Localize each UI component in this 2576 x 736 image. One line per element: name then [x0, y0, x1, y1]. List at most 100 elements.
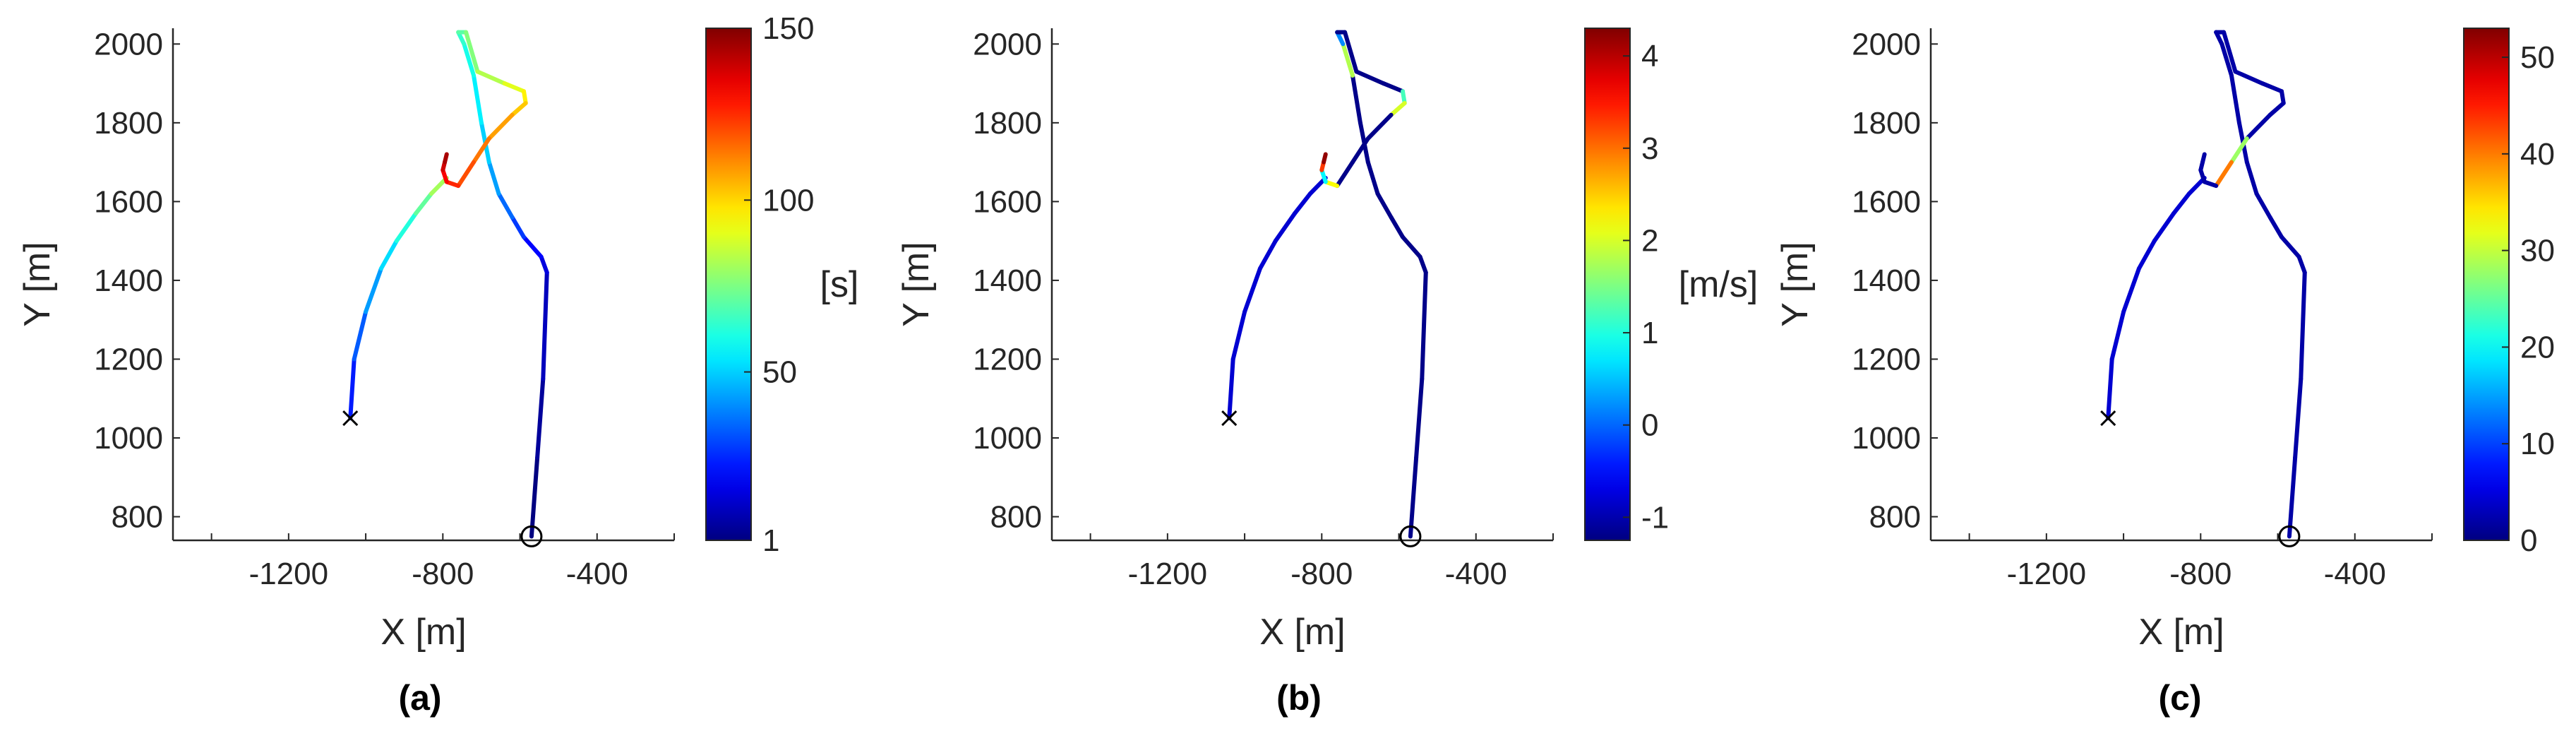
panel-caption: (b)	[1276, 678, 1322, 718]
x-axis-label: X [m]	[381, 612, 466, 653]
x-axis-label: X [m]	[1259, 612, 1345, 653]
trajectory-segment	[1408, 455, 1419, 539]
branch-segment	[364, 266, 383, 314]
trajectory-segment	[2299, 270, 2307, 381]
branch-segment	[2106, 357, 2114, 421]
y-tick-label: 1000	[94, 421, 163, 456]
y-tick-label: 800	[990, 500, 1042, 535]
branch-segment	[2121, 266, 2141, 314]
branch-segment	[394, 211, 419, 244]
x-tick-label: -1200	[1128, 557, 1208, 591]
trajectory-segment	[475, 69, 507, 86]
y-tick-label: 2000	[1852, 27, 1921, 61]
branch-segment	[1293, 191, 1312, 216]
trajectory-segment	[1418, 254, 1428, 275]
trajectory-segment	[1375, 191, 1394, 220]
trajectory-segment	[2268, 215, 2284, 239]
colorbar-tick-label: 150	[762, 11, 814, 46]
y-tick-label: 1800	[973, 106, 1042, 141]
x-tick-label: -1200	[2007, 557, 2087, 591]
y-tick-label: 1200	[973, 342, 1042, 376]
y-tick-label: 1400	[94, 263, 163, 298]
branch-segment	[2152, 211, 2176, 244]
y-axis-label: Y [m]	[17, 242, 58, 326]
x-tick-label: -400	[2324, 557, 2386, 591]
trajectory-segment	[472, 136, 491, 165]
y-tick-label: 1400	[1852, 263, 1921, 298]
trajectory-segment	[456, 160, 476, 189]
trajectory-segment	[2296, 254, 2307, 275]
trajectory-segment	[2222, 30, 2238, 74]
colorbar-tick-label: -1	[1641, 500, 1669, 535]
trajectory-segment	[2254, 191, 2272, 220]
trajectory-segment	[1401, 235, 1422, 259]
x-tick-label: -800	[2169, 557, 2231, 591]
y-tick-label: 1400	[973, 263, 1042, 298]
y-tick-label: 2000	[94, 27, 163, 61]
x-tick-label: -800	[1290, 557, 1353, 591]
trajectory-segment	[2244, 112, 2272, 141]
trajectory-segment	[2268, 100, 2286, 117]
trajectory-segment	[510, 100, 528, 117]
colorbar	[1584, 28, 1631, 541]
trajectory-segment	[1414, 376, 1425, 460]
y-tick-label: 2000	[973, 27, 1042, 61]
colorbar-tick-label: 40	[2520, 137, 2555, 172]
trajectory-segment	[522, 235, 544, 259]
trajectory-segment	[1381, 81, 1405, 94]
branch-segment	[2171, 191, 2191, 216]
trajectory-segment	[2200, 152, 2207, 165]
trajectory-segment	[462, 42, 476, 78]
y-axis-label: Y [m]	[896, 242, 937, 326]
colorbar-tick-label: 4	[1641, 39, 1658, 73]
trajectory-segment	[2214, 160, 2234, 189]
start-marker	[1399, 525, 1422, 547]
colorbar-tick-label: 0	[1641, 408, 1658, 443]
branch-segment	[1227, 357, 1235, 421]
trajectory-segment	[472, 73, 484, 125]
trajectory-segment	[1343, 30, 1359, 74]
colorbar-label: [m/s]	[1679, 264, 1759, 305]
y-tick-label: 1000	[1852, 421, 1921, 456]
trajectory-segment	[2244, 160, 2259, 196]
branch-segment	[378, 239, 399, 271]
colorbar	[705, 28, 752, 541]
branch-segment	[1257, 239, 1278, 271]
y-tick-label: 800	[1869, 500, 1921, 535]
y-tick-label: 1200	[1852, 342, 1921, 376]
panel-2: 800 1000 1200 1400 1600 1800 2000 -1200 -800 -400…	[896, 27, 1758, 718]
colorbar-tick-label: 3	[1641, 131, 1658, 166]
colorbar-tick-label: 30	[2520, 234, 2555, 268]
trajectory-segment	[2229, 136, 2249, 165]
panel-caption: (c)	[2158, 678, 2201, 718]
trajectory-segment	[486, 112, 515, 141]
y-tick-label: 1000	[973, 421, 1042, 456]
branch-segment	[1242, 266, 1262, 314]
x-tick-label: -800	[412, 557, 474, 591]
trajectory-segment	[496, 191, 515, 220]
y-tick-label: 800	[112, 500, 163, 535]
trajectory-segment	[486, 160, 501, 196]
trajectory-segment	[1350, 136, 1370, 165]
start-marker	[520, 525, 543, 547]
y-tick-label: 1800	[94, 106, 163, 141]
branch-segment	[2136, 239, 2157, 271]
colorbar-tick-label: 50	[2520, 40, 2555, 75]
end-marker	[342, 410, 359, 427]
trajectory-segment	[2280, 235, 2301, 259]
trajectory-segment	[1322, 152, 1328, 165]
trajectory-segment	[1389, 215, 1405, 239]
trajectory-segment	[2293, 376, 2304, 460]
branch-segment	[2109, 309, 2126, 362]
branch-segment	[1273, 211, 1298, 244]
trajectory-segment	[539, 254, 549, 275]
branch-segment	[1230, 309, 1247, 362]
trajectory-segment	[1354, 69, 1386, 86]
panel-3: 800 1000 1200 1400 1600 1800 2000 -1200 -800 -400…	[1775, 27, 2555, 718]
end-marker	[1221, 410, 1238, 427]
x-tick-label: -400	[566, 557, 628, 591]
trajectory-segment	[2233, 69, 2265, 86]
trajectory-segment	[510, 215, 526, 239]
colorbar-tick-label: 0	[2520, 523, 2537, 558]
colorbar-tick-label: 1	[762, 523, 779, 558]
